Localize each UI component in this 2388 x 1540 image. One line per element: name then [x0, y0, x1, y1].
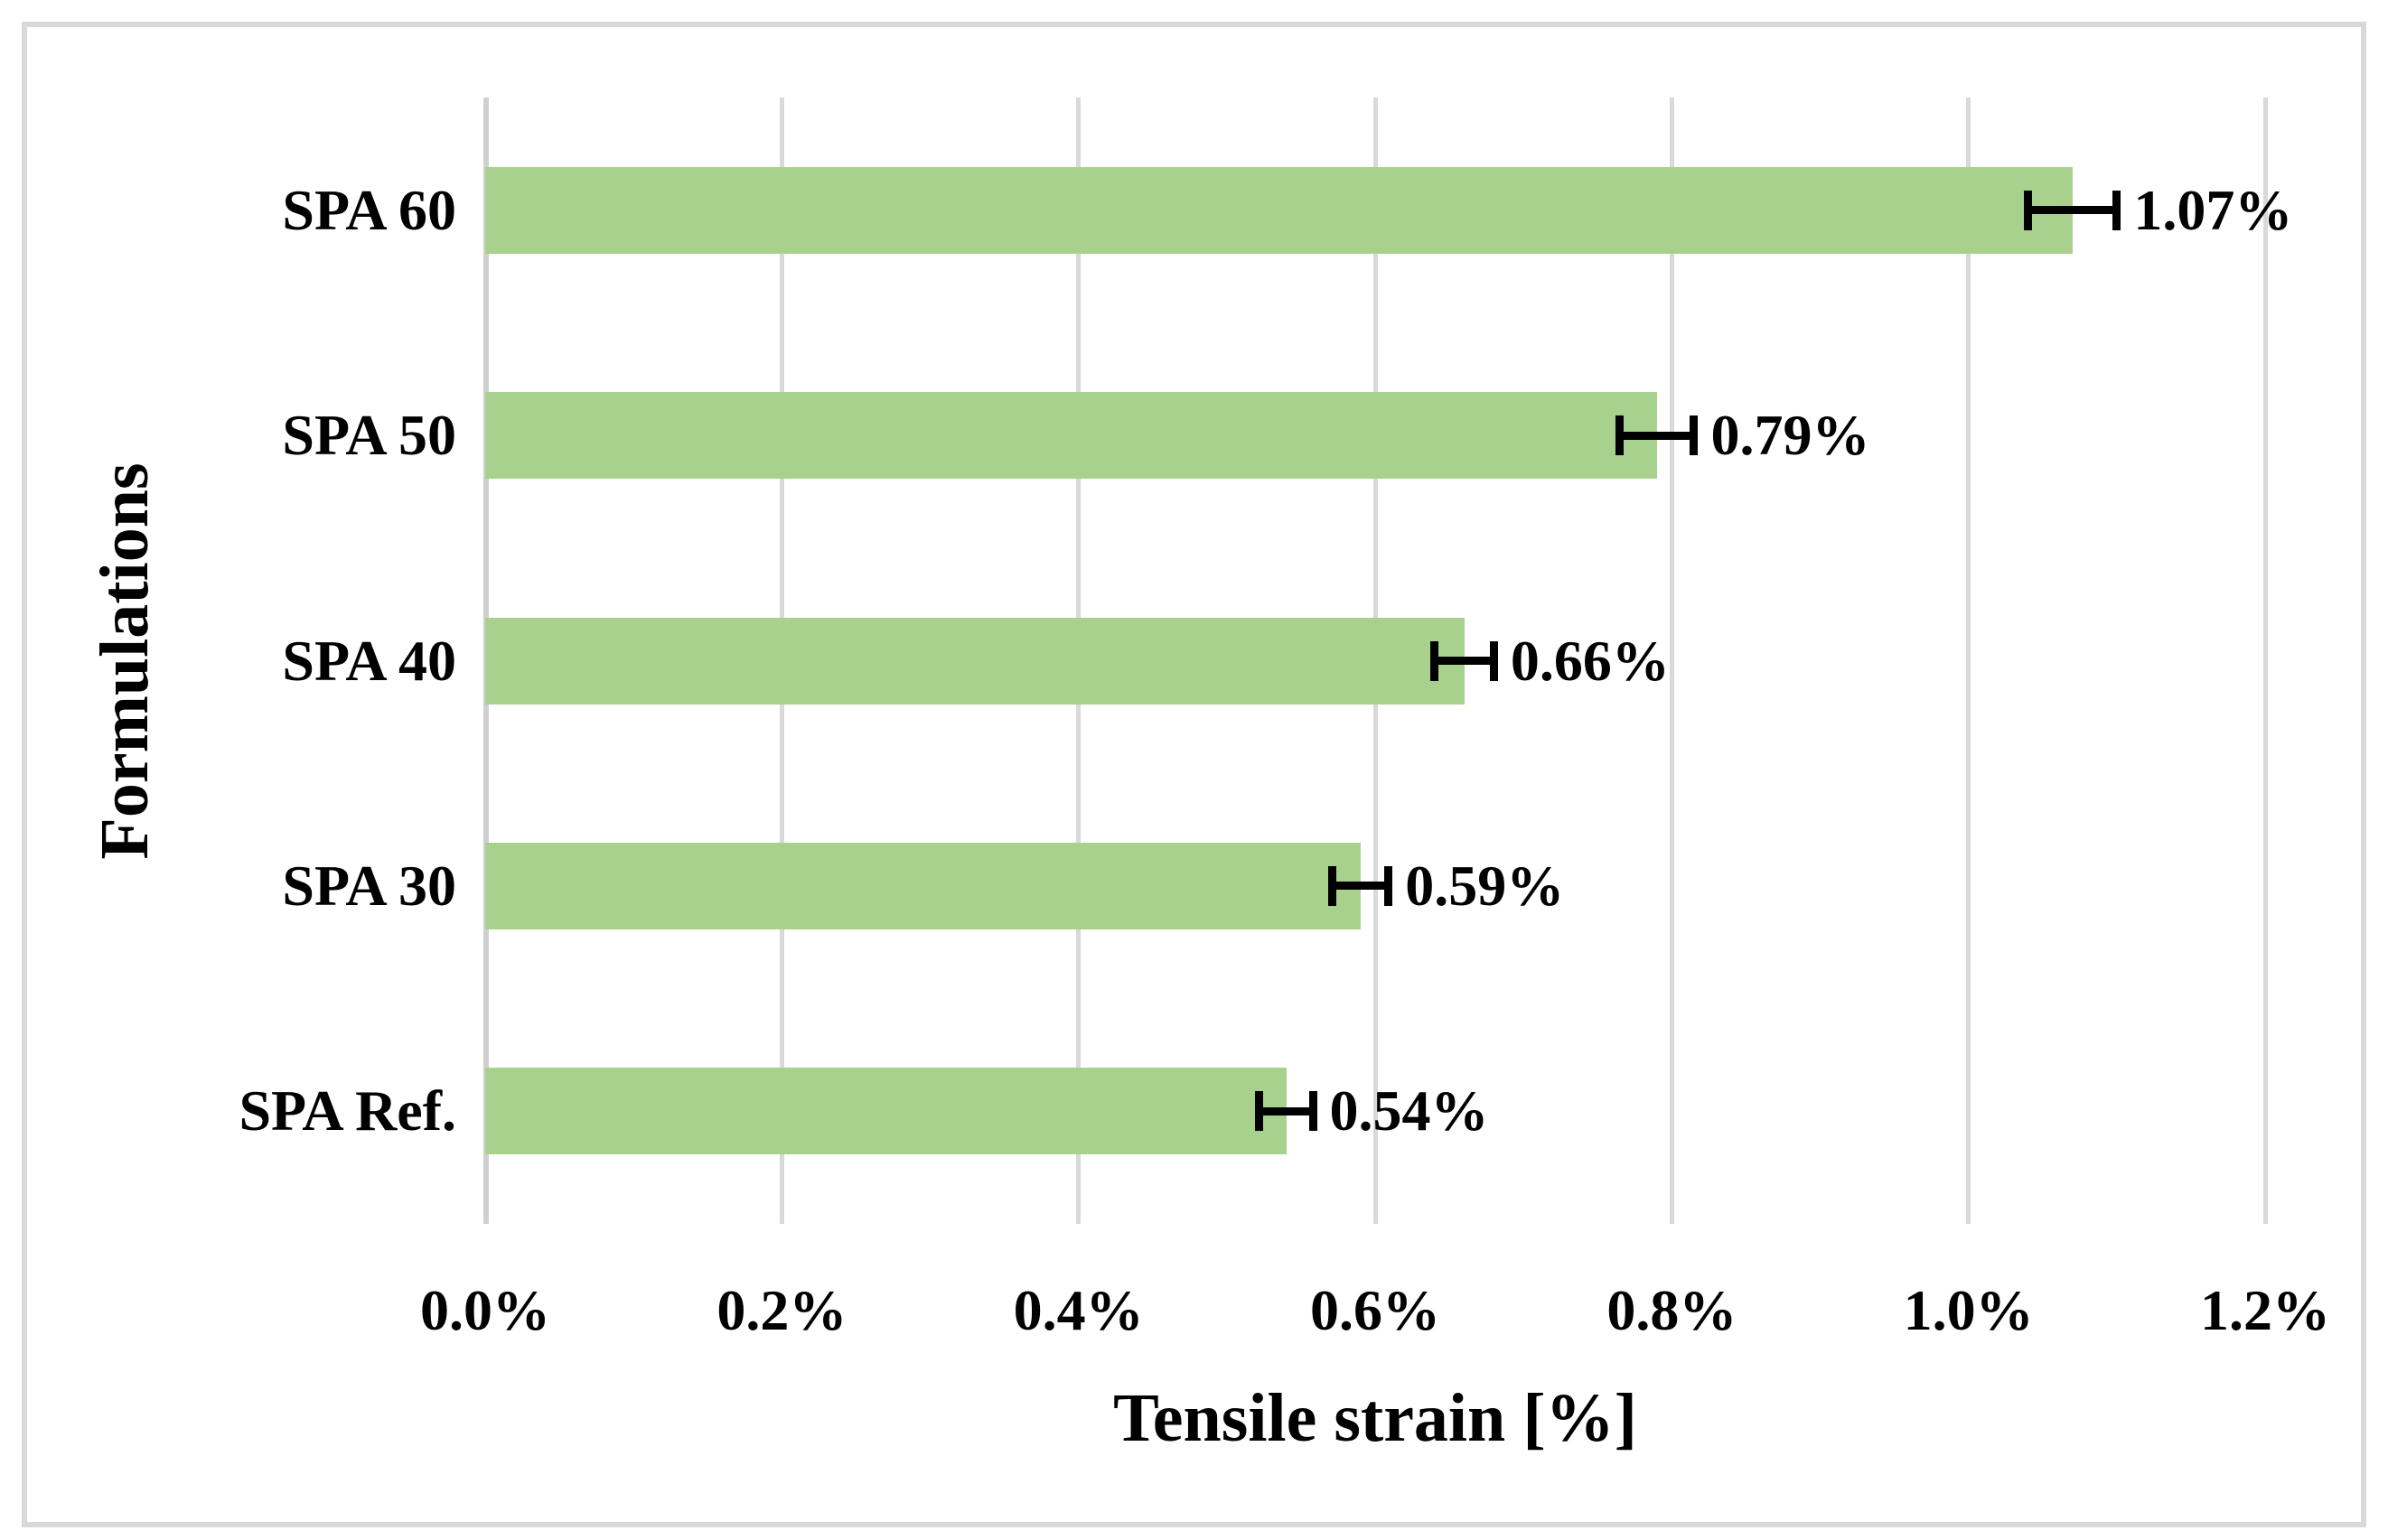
category-label: SPA 30: [282, 853, 456, 918]
x-tick-label: 0.0%: [420, 1278, 550, 1342]
error-bar-cap: [1430, 640, 1439, 681]
error-bar: [1619, 431, 1694, 440]
error-bar-cap: [1615, 415, 1625, 456]
category-label: SPA 60: [282, 177, 456, 242]
data-label: 1.07%: [2133, 177, 2293, 242]
category-label: SPA Ref.: [239, 1078, 456, 1143]
bar-spa-60: [485, 166, 2073, 254]
error-bar-cap: [1255, 1091, 1264, 1132]
data-label: 0.66%: [1510, 628, 1670, 693]
gridline: [1669, 98, 1674, 1224]
error-bar-cap: [2023, 190, 2032, 230]
error-bar: [1259, 1106, 1314, 1115]
x-tick-label: 1.0%: [1903, 1278, 2034, 1342]
x-tick-label: 0.4%: [1013, 1278, 1144, 1342]
data-label: 0.59%: [1405, 853, 1565, 918]
chart-frame-border: [22, 22, 2366, 1527]
gridline: [1966, 98, 1971, 1224]
bar-spa-50: [485, 392, 1657, 480]
x-tick-label: 0.6%: [1310, 1278, 1440, 1342]
error-bar-cap: [1327, 865, 1336, 906]
x-tick-label: 1.2%: [2200, 1278, 2330, 1342]
error-bar: [1332, 882, 1389, 891]
bar-spa-40: [485, 617, 1465, 705]
x-tick-label: 0.2%: [716, 1278, 848, 1342]
error-bar-cap: [1489, 640, 1498, 681]
error-bar-cap: [1690, 415, 1699, 456]
gridline: [2262, 98, 2268, 1224]
bar-spa-ref-: [485, 1068, 1287, 1155]
error-bar: [1434, 657, 1494, 665]
x-tick-label: 0.8%: [1606, 1278, 1737, 1342]
data-label: 0.79%: [1710, 403, 1870, 468]
category-label: SPA 50: [282, 403, 456, 468]
error-bar-cap: [1384, 865, 1393, 906]
error-bar-cap: [2112, 190, 2121, 230]
error-bar-cap: [1308, 1091, 1317, 1132]
data-label: 0.54%: [1329, 1078, 1489, 1143]
error-bar: [2027, 206, 2117, 215]
category-label: SPA 40: [282, 628, 456, 693]
x-axis-title: Tensile strain [%]: [1113, 1380, 1637, 1456]
bar-spa-30: [485, 842, 1361, 929]
y-axis-title: Formulations: [87, 462, 163, 860]
